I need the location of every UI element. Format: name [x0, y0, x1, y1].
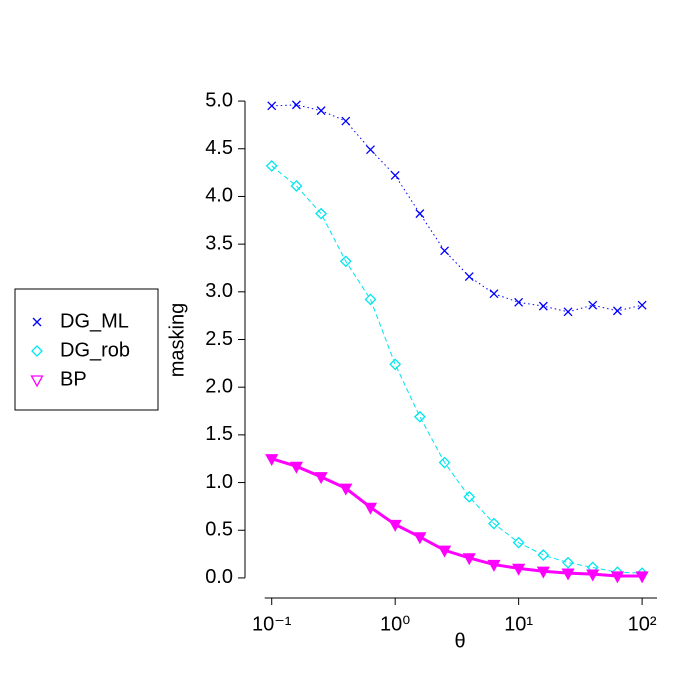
marker: [586, 569, 600, 582]
marker: [538, 301, 548, 311]
x-tick-label: 10⁰: [380, 613, 410, 635]
legend-marker: [30, 375, 44, 388]
marker: [267, 101, 277, 111]
marker: [561, 568, 575, 581]
y-tick-label: 1.5: [205, 423, 233, 445]
marker: [537, 549, 550, 561]
marker: [637, 300, 647, 310]
legend-label: BP: [60, 368, 87, 390]
marker: [265, 454, 279, 467]
y-tick-label: 5.0: [205, 89, 233, 111]
x-tick-label: 10¹: [504, 613, 533, 635]
marker: [536, 566, 550, 579]
marker: [512, 563, 526, 576]
legend-box: [14, 288, 159, 411]
marker: [462, 553, 476, 566]
marker: [363, 502, 378, 515]
marker: [290, 180, 303, 192]
marker: [390, 171, 400, 180]
marker: [610, 571, 625, 584]
legend-label: DG_ML: [60, 310, 129, 332]
marker: [588, 300, 598, 310]
marker: [265, 160, 278, 172]
x-axis-label: θ: [454, 630, 465, 652]
y-tick-label: 3.0: [205, 280, 233, 302]
marker: [514, 297, 524, 307]
marker: [464, 272, 474, 282]
marker: [562, 556, 574, 569]
legend-label: DG_rob: [60, 339, 130, 361]
legend-marker: [31, 345, 43, 357]
marker: [563, 307, 573, 317]
marker: [314, 472, 328, 485]
marker: [635, 571, 649, 584]
marker: [388, 519, 402, 532]
y-tick-label: 2.0: [205, 375, 233, 397]
x-tick-label: 10²: [628, 613, 657, 635]
marker: [291, 100, 301, 110]
series-line: [271, 104, 643, 313]
marker: [413, 532, 427, 545]
marker: [488, 517, 500, 530]
marker: [364, 293, 377, 306]
marker: [315, 207, 328, 220]
y-tick-label: 1.0: [205, 471, 233, 493]
marker: [339, 255, 352, 268]
marker: [415, 209, 425, 219]
legend-marker: [32, 317, 42, 327]
y-tick-label: 4.0: [205, 185, 233, 207]
x-tick-label: 10⁻¹: [252, 613, 292, 635]
marker: [438, 456, 451, 469]
series-line: [271, 165, 643, 574]
y-tick-label: 0.0: [205, 566, 233, 588]
marker: [512, 536, 525, 549]
marker: [440, 246, 450, 256]
marker: [366, 145, 375, 155]
marker: [341, 116, 351, 126]
y-tick-label: 4.5: [205, 137, 233, 159]
y-tick-label: 2.5: [205, 328, 233, 350]
marker: [413, 410, 426, 423]
marker: [339, 483, 353, 496]
marker: [289, 461, 304, 474]
marker: [316, 106, 326, 116]
y-tick-label: 3.5: [205, 232, 233, 254]
marker: [487, 559, 501, 572]
y-tick-label: 0.5: [205, 519, 233, 541]
marker: [489, 289, 499, 299]
series-line: [271, 457, 643, 578]
marker: [612, 306, 622, 316]
marker: [437, 545, 452, 558]
marker: [389, 358, 402, 371]
marker: [463, 490, 476, 503]
y-axis-label: masking: [166, 303, 188, 377]
